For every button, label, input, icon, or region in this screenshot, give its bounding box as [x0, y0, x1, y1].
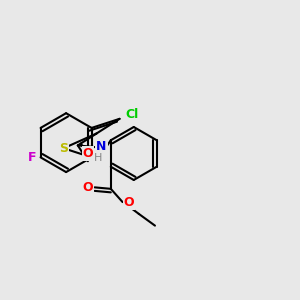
Text: O: O	[83, 181, 93, 194]
Text: F: F	[28, 151, 36, 164]
Text: H: H	[94, 153, 103, 163]
Text: N: N	[96, 140, 106, 153]
Text: Cl: Cl	[126, 108, 139, 121]
Text: S: S	[59, 142, 68, 155]
Text: O: O	[82, 147, 93, 161]
Text: O: O	[124, 196, 134, 208]
